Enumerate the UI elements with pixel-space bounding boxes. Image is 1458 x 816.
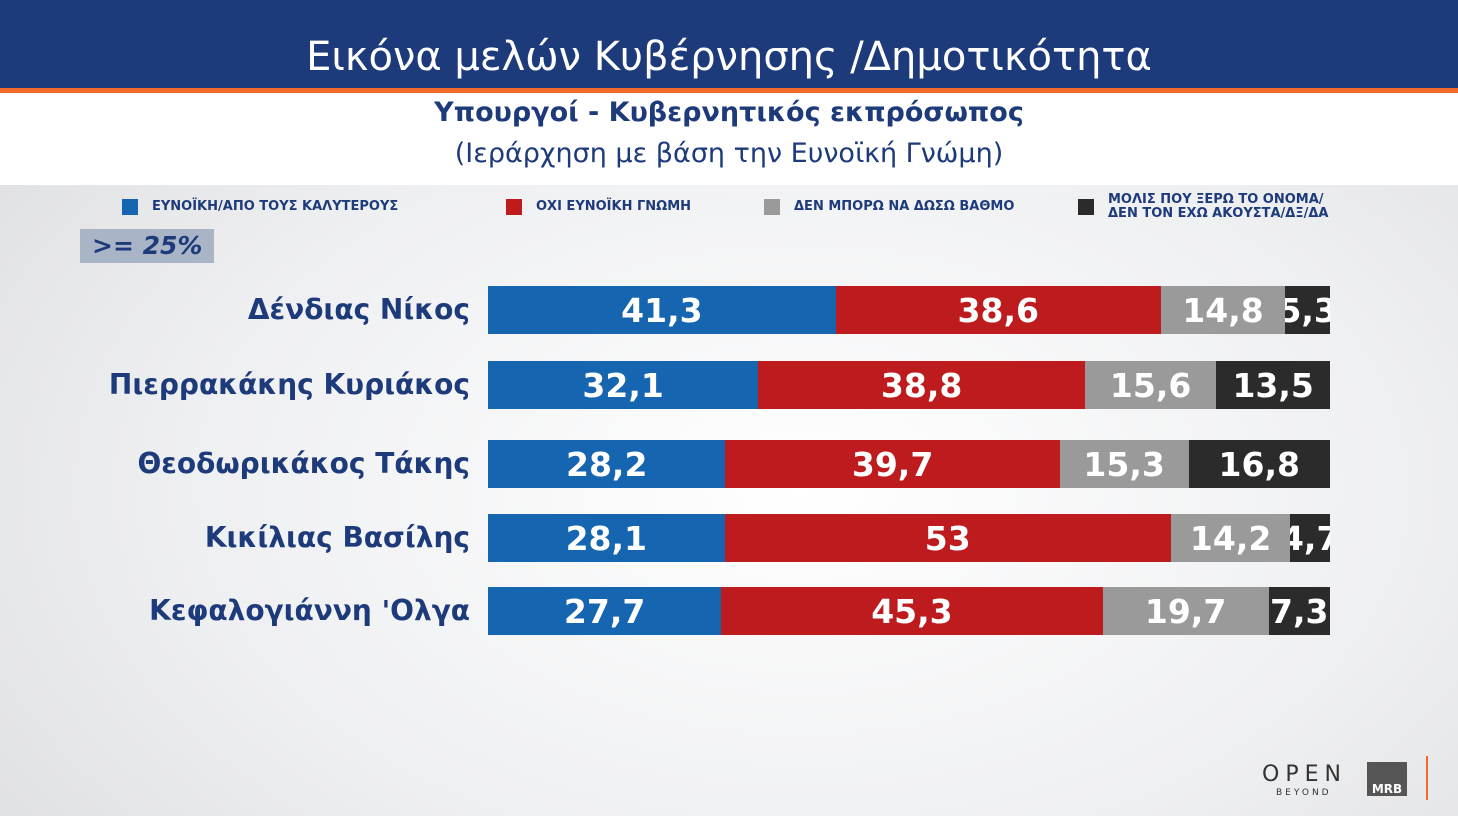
subtitle-band <box>0 93 1458 185</box>
bar-segment: 39,7 <box>725 440 1060 488</box>
value-label: 16,8 <box>1218 444 1300 484</box>
bar-segment: 53 <box>724 514 1171 562</box>
bar-segment: 41,3 <box>488 286 836 334</box>
legend-label: ΔΕΝ ΜΠΟΡΩ ΝΑ ΔΩΣΩ ΒΑΘΜΟ <box>794 199 1015 214</box>
bar-segment: 14,2 <box>1170 514 1291 562</box>
value-label: 38,8 <box>880 365 963 405</box>
bar-segment: 13,5 <box>1216 361 1330 409</box>
value-label: 53 <box>924 518 971 558</box>
category-label: Πιερρακάκης Κυριάκος <box>108 368 470 401</box>
legend-swatch <box>122 199 138 215</box>
bar-segment: 5,3 <box>1285 286 1330 334</box>
note: (Ιεράρχηση με βάση την Ευνοϊκή Γνώμη) <box>454 138 1004 169</box>
bar-segment: 32,1 <box>488 361 759 409</box>
title: Εικόνα μελών Κυβέρνησης /Δημοτικότητα <box>306 34 1152 80</box>
logo-open: OPEN <box>1262 762 1347 787</box>
legend-label: ΟΧΙ ΕΥΝΟΪΚΗ ΓΝΩΜΗ <box>536 199 692 214</box>
legend-swatch <box>506 199 522 215</box>
value-label: 45,3 <box>871 591 953 631</box>
category-label: Θεοδωρικάκος Τάκης <box>137 447 470 480</box>
category-label: Κικίλιας Βασίλης <box>204 521 470 554</box>
bar-segment: 15,6 <box>1084 361 1217 409</box>
value-label: 32,1 <box>582 365 664 405</box>
value-label: 5,3 <box>1285 290 1330 330</box>
legend-label: ΜΟΛΙΣ ΠΟΥ ΞΕΡΩ ΤΟ ΟΝΟΜΑ/ ΔΕΝ ΤΟΝ ΕΧΩ ΑΚΟ… <box>1108 192 1329 221</box>
value-label: 38,6 <box>957 290 1039 330</box>
bar-segment: 38,8 <box>758 361 1085 409</box>
logo-beyond: BEYOND <box>1276 788 1332 798</box>
category-label: Δένδιας Νίκος <box>247 293 470 326</box>
bar-segment: 14,8 <box>1160 286 1286 334</box>
value-label: 14,2 <box>1189 518 1272 558</box>
value-label: 7,3 <box>1270 591 1329 631</box>
logo-mrb: MRB <box>1367 762 1407 796</box>
value-label: 27,7 <box>563 591 646 631</box>
value-label: 14,8 <box>1182 290 1264 330</box>
legend-swatch <box>764 199 780 215</box>
category-label: Κεφαλογιάννη 'Ολγα <box>149 594 470 627</box>
value-label: 15,3 <box>1083 444 1165 484</box>
legend-item: ΔΕΝ ΜΠΟΡΩ ΝΑ ΔΩΣΩ ΒΑΘΜΟ <box>764 190 1044 224</box>
value-label: 19,7 <box>1144 591 1227 631</box>
value-label: 41,3 <box>621 290 703 330</box>
value-label: 15,6 <box>1109 365 1192 405</box>
legend-item: ΜΟΛΙΣ ΠΟΥ ΞΕΡΩ ΤΟ ΟΝΟΜΑ/ ΔΕΝ ΤΟΝ ΕΧΩ ΑΚΟ… <box>1078 190 1338 224</box>
legend-label: ΕΥΝΟΪΚΗ/ΑΠΟ ΤΟΥΣ ΚΑΛΥΤΕΡΟΥΣ <box>152 199 399 214</box>
bar-segment: 19,7 <box>1102 587 1269 635</box>
bar-segment: 7,3 <box>1268 587 1330 635</box>
legend-item: ΟΧΙ ΕΥΝΟΪΚΗ ΓΝΩΜΗ <box>506 190 746 224</box>
value-label: 28,2 <box>566 444 648 484</box>
bar-segment: 27,7 <box>488 587 722 635</box>
value-label: 39,7 <box>851 444 934 484</box>
value-label: 4,7 <box>1290 518 1330 558</box>
bar-segment: 45,3 <box>721 587 1103 635</box>
bar-segment: 28,1 <box>488 514 725 562</box>
bar-segment: 28,2 <box>488 440 726 488</box>
legend-item: ΕΥΝΟΪΚΗ/ΑΠΟ ΤΟΥΣ ΚΑΛΥΤΕΡΟΥΣ <box>122 190 422 224</box>
legend-swatch <box>1078 199 1094 215</box>
value-label: 13,5 <box>1232 365 1314 405</box>
bar-segment: 38,6 <box>835 286 1161 334</box>
badge: >= 25% <box>80 229 214 263</box>
header-band <box>0 0 1458 93</box>
logo-divider <box>1426 756 1428 800</box>
bar-segment: 15,3 <box>1059 440 1189 488</box>
bar-segment: 4,7 <box>1290 514 1330 562</box>
value-label: 28,1 <box>565 518 647 558</box>
bar-segment: 16,8 <box>1188 440 1330 488</box>
subtitle: Υπουργοί - Κυβερνητικός εκπρόσωπος <box>434 97 1024 128</box>
